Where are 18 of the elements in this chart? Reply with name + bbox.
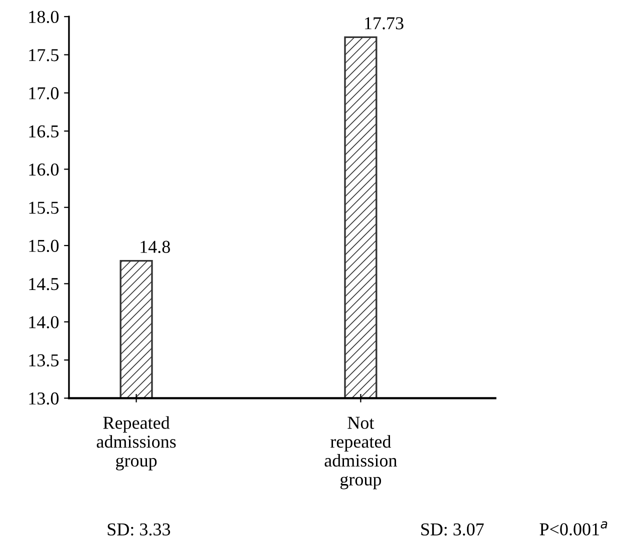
y-tick-label: 17.0 bbox=[29, 87, 59, 100]
y-tick-label: 14.5 bbox=[29, 278, 59, 290]
x-tick-label: Not repeated admission group bbox=[324, 416, 398, 490]
data-label: 14.8 bbox=[140, 240, 170, 254]
y-tick-label: 17.5 bbox=[29, 49, 59, 62]
y-tick-label: 15.5 bbox=[29, 202, 59, 214]
y-tick-label: 15.0 bbox=[29, 240, 59, 252]
y-tick-label: 18.0 bbox=[29, 10, 59, 24]
text: P<0.001$^{a}$ bbox=[540, 521, 608, 536]
x-tick-label: Repeated admissions group bbox=[96, 416, 176, 470]
text: SD: 3.33 bbox=[108, 523, 170, 536]
data-label: 17.73 bbox=[365, 17, 404, 30]
y-tick-label: 16.5 bbox=[29, 125, 59, 138]
y-tick-label: 16.0 bbox=[29, 163, 59, 176]
y-tick-label: 13.0 bbox=[29, 392, 59, 405]
y-tick-label: 14.0 bbox=[29, 316, 59, 328]
text: SD: 3.07 bbox=[421, 523, 484, 536]
y-tick-label: 13.5 bbox=[29, 354, 59, 367]
